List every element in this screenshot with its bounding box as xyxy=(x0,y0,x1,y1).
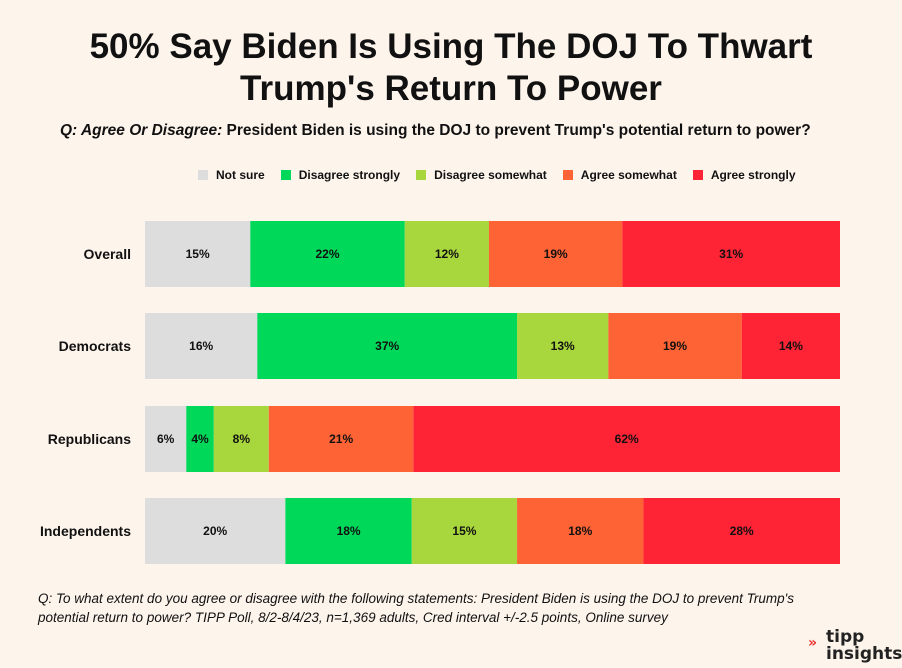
category-label: Republicans xyxy=(48,431,131,447)
title-line-2: Trump's Return To Power xyxy=(240,69,662,108)
data-label: 13% xyxy=(551,339,575,353)
data-label: 22% xyxy=(316,247,340,261)
data-label: 12% xyxy=(435,247,459,261)
legend-label: Disagree somewhat xyxy=(434,168,547,182)
bar-segment xyxy=(213,406,269,472)
legend-swatch xyxy=(280,170,291,180)
legend-swatch xyxy=(692,170,703,180)
legend-item: Agree somewhat xyxy=(562,168,677,182)
chart-title: 50% Say Biden Is Using The DOJ To Thwart… xyxy=(0,26,902,110)
data-label: 15% xyxy=(452,524,476,538)
data-label: 62% xyxy=(615,432,639,446)
bar-segment xyxy=(643,498,840,564)
data-label: 19% xyxy=(663,339,687,353)
category-label: Overall xyxy=(84,246,131,262)
bar-segment xyxy=(250,221,405,287)
data-label: 21% xyxy=(329,432,353,446)
logo-line-2: insights xyxy=(826,644,902,664)
legend-label: Agree somewhat xyxy=(580,168,677,182)
bar-segment xyxy=(517,313,609,379)
bar-segment xyxy=(186,406,214,472)
subtitle-text: President Biden is using the DOJ to prev… xyxy=(222,122,811,139)
legend-label: Agree strongly xyxy=(710,168,796,182)
tipp-insights-logo: » tipp insights xyxy=(808,627,902,664)
data-label: 31% xyxy=(719,247,743,261)
category-label: Independents xyxy=(40,523,131,539)
bar-segment xyxy=(268,406,414,472)
title-line-1: 50% Say Biden Is Using The DOJ To Thwart xyxy=(89,27,813,66)
data-label: 15% xyxy=(186,247,210,261)
legend-item: Disagree somewhat xyxy=(416,168,547,182)
data-label: 19% xyxy=(544,247,568,261)
legend-item: Disagree strongly xyxy=(280,168,401,182)
bar-segment xyxy=(411,498,518,564)
legend-swatch xyxy=(416,170,427,180)
legend-label: Not sure xyxy=(216,168,265,182)
category-label: Democrats xyxy=(59,338,132,354)
bar-segment xyxy=(413,406,840,472)
bar-segment xyxy=(404,221,489,287)
subtitle-prefix: Q: Agree Or Disagree: xyxy=(60,122,223,139)
bar-segment xyxy=(517,498,644,564)
logo-line-1: tipp xyxy=(826,627,865,647)
chart-legend: Not sure Disagree strongly Disagree somewh… xyxy=(198,168,812,182)
bar-segment xyxy=(488,221,623,287)
bar-segment xyxy=(145,406,187,472)
bar-segment xyxy=(145,313,258,379)
legend-swatch xyxy=(562,170,573,180)
data-label: 16% xyxy=(189,339,213,353)
bar-segment xyxy=(608,313,742,379)
bar-segment xyxy=(741,313,840,379)
data-label: 14% xyxy=(779,339,803,353)
data-label: 20% xyxy=(203,524,227,538)
data-label: 18% xyxy=(337,524,361,538)
legend-label: Disagree strongly xyxy=(298,168,401,182)
data-label: 4% xyxy=(191,432,209,446)
data-label: 37% xyxy=(375,339,399,353)
bar-segment xyxy=(145,221,251,287)
bar-segment xyxy=(285,498,412,564)
bar-segment xyxy=(257,313,518,379)
data-label: 28% xyxy=(730,524,754,538)
bar-segment xyxy=(622,221,840,287)
footnote: Q: To what extent do you agree or disagr… xyxy=(38,591,794,625)
data-label: 8% xyxy=(233,432,251,446)
bar-segment xyxy=(145,498,286,564)
legend-swatch xyxy=(198,170,208,180)
chart-subtitle: Q: Agree Or Disagree: President Biden is… xyxy=(60,122,811,140)
legend-item: Not sure xyxy=(198,168,265,182)
data-label: 18% xyxy=(568,524,592,538)
logo-arrow-icon: » xyxy=(808,635,818,651)
data-label: 6% xyxy=(157,432,175,446)
legend-item: Agree strongly xyxy=(692,168,796,182)
